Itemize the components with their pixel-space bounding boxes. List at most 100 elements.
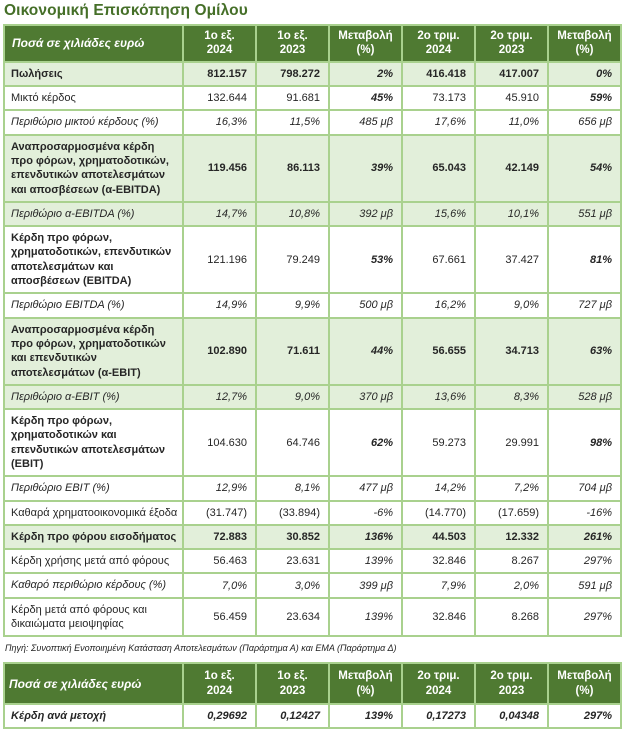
column-header-line2: 2023 — [279, 44, 306, 57]
cell-value: 11,5% — [255, 109, 330, 136]
cell-value: 392 μβ — [328, 200, 403, 228]
group-financials-table: Ποσά σε χιλιάδες ευρώ 1ο εξ. 2024 1ο εξ. 202… — [3, 24, 622, 638]
cell-value: 12,7% — [182, 383, 257, 411]
column-header: 2ο τριμ. 2024 — [401, 662, 476, 706]
cell-value: 91.681 — [255, 85, 330, 112]
cell-value: 0,12427 — [255, 703, 330, 730]
row-label: Κέρδη μετά από φόρους και δικαιώματα μει… — [3, 596, 184, 638]
column-header-line1: 2ο τριμ. — [417, 30, 460, 42]
table-row: Περιθώριο EBIT (%) 12,9% 8,1% 477 μβ 14,2% 7,… — [3, 475, 622, 502]
cell-value: 798.272 — [255, 60, 330, 88]
cell-value: 417.007 — [474, 60, 549, 88]
cell-value: 14,9% — [182, 292, 257, 319]
cell-value: 98% — [547, 408, 622, 478]
cell-value: 54% — [547, 133, 622, 203]
corner-label: Ποσά σε χιλιάδες ευρώ — [3, 662, 184, 706]
cell-value: 121.196 — [182, 225, 257, 295]
cell-value: 727 μβ — [547, 292, 622, 319]
column-header-line2: (%) — [575, 684, 594, 697]
cell-value: 59% — [547, 85, 622, 112]
eps-table-wrap: Ποσά σε χιλιάδες ευρώ 1ο εξ. 2024 1ο εξ. 202… — [3, 662, 622, 730]
column-header-line2: 2024 — [206, 684, 233, 697]
cell-value: 72.883 — [182, 523, 257, 551]
cell-value: 73.173 — [401, 85, 476, 112]
cell-value: 23.631 — [255, 548, 330, 575]
cell-value: 32.846 — [401, 548, 476, 575]
row-label: Αναπροσαρμοσμένα κέρδη προ φόρων, χρηματ… — [3, 316, 184, 386]
cell-value: 56.459 — [182, 596, 257, 638]
row-label: Καθαρά χρηματοοικονομικά έξοδα — [3, 499, 184, 526]
column-header-line2: (%) — [356, 684, 375, 697]
corner-label: Ποσά σε χιλιάδες ευρώ — [3, 24, 184, 63]
cell-value: 29.991 — [474, 408, 549, 478]
row-label: Κέρδη χρήσης μετά από φόρους — [3, 548, 184, 575]
column-header: 2ο τριμ. 2023 — [474, 24, 549, 63]
cell-value: 8,1% — [255, 475, 330, 502]
cell-value: 71.611 — [255, 316, 330, 386]
cell-value: 30.852 — [255, 523, 330, 551]
column-header: Μεταβολή (%) — [547, 24, 622, 63]
earnings-per-share-table: Ποσά σε χιλιάδες ευρώ 1ο εξ. 2024 1ο εξ. 202… — [3, 662, 622, 730]
cell-value: 104.630 — [182, 408, 257, 478]
cell-value: 14,2% — [401, 475, 476, 502]
column-header-line2: 2024 — [425, 684, 452, 697]
table-row: Περιθώριο α-EBIT (%) 12,7% 9,0% 370 μβ 13,6%… — [3, 383, 622, 411]
cell-value: 399 μβ — [328, 572, 403, 599]
column-header: Μεταβολή (%) — [328, 24, 403, 63]
cell-value: 86.113 — [255, 133, 330, 203]
table-row: Κέρδη προ φόρων, χρηματοδοτικών, επενδυτ… — [3, 225, 622, 295]
cell-value: 67.661 — [401, 225, 476, 295]
table-row: Κέρδη προ φόρου εισοδήματος 72.883 30.852 1… — [3, 523, 622, 551]
row-label: Περιθώριο α-EBIT (%) — [3, 383, 184, 411]
table-row: Περιθώριο α-EBITDA (%) 14,7% 10,8% 392 μβ 15… — [3, 200, 622, 228]
column-header: 1ο εξ. 2024 — [182, 662, 257, 706]
column-header-line1: Μεταβολή — [557, 670, 612, 683]
row-label: Περιθώριο α-EBITDA (%) — [3, 200, 184, 228]
cell-value: 23.634 — [255, 596, 330, 638]
cell-value: (33.894) — [255, 499, 330, 526]
column-header-line2: 2023 — [279, 684, 306, 697]
cell-value: 34.713 — [474, 316, 549, 386]
cell-value: 59.273 — [401, 408, 476, 478]
table-row: Καθαρό περιθώριο κέρδους (%) 7,0% 3,0% 399 … — [3, 572, 622, 599]
column-header-line1: 2ο τριμ. — [417, 670, 460, 683]
cell-value: 102.890 — [182, 316, 257, 386]
row-label: Πωλήσεις — [3, 60, 184, 88]
cell-value: 9,0% — [255, 383, 330, 411]
table-row: Κέρδη προ φόρων, χρηματοδοτικών και επεν… — [3, 408, 622, 478]
row-label: Καθαρό περιθώριο κέρδους (%) — [3, 572, 184, 599]
column-header-line2: (%) — [575, 44, 594, 57]
column-header-line2: 2023 — [498, 684, 525, 697]
row-label: Κέρδη ανά μετοχή — [3, 703, 184, 730]
column-header-line2: 2024 — [425, 44, 452, 57]
row-label: Αναπροσαρμοσμένα κέρδη προ φόρων, χρηματ… — [3, 133, 184, 203]
cell-value: 45.910 — [474, 85, 549, 112]
cell-value: 0,17273 — [401, 703, 476, 730]
cell-value: 10,8% — [255, 200, 330, 228]
row-label: Περιθώριο μικτού κέρδους (%) — [3, 109, 184, 136]
cell-value: (31.747) — [182, 499, 257, 526]
cell-value: (14.770) — [401, 499, 476, 526]
cell-value: 2,0% — [474, 572, 549, 599]
cell-value: 261% — [547, 523, 622, 551]
row-label: Κέρδη προ φόρων, χρηματοδοτικών και επεν… — [3, 408, 184, 478]
table-row: Περιθώριο μικτού κέρδους (%) 16,3% 11,5% 48… — [3, 109, 622, 136]
column-header: Μεταβολή (%) — [547, 662, 622, 706]
cell-value: 485 μβ — [328, 109, 403, 136]
column-header-line1: Μεταβολή — [338, 670, 393, 683]
row-label: Κέρδη προ φόρου εισοδήματος — [3, 523, 184, 551]
cell-value: -6% — [328, 499, 403, 526]
column-header-line1: 1ο εξ. — [277, 30, 308, 42]
row-label: Περιθώριο EBITDA (%) — [3, 292, 184, 319]
cell-value: 17,6% — [401, 109, 476, 136]
cell-value: 7,0% — [182, 572, 257, 599]
cell-value: 62% — [328, 408, 403, 478]
row-label: Μικτό κέρδος — [3, 85, 184, 112]
cell-value: 12.332 — [474, 523, 549, 551]
cell-value: 16,2% — [401, 292, 476, 319]
cell-value: 63% — [547, 316, 622, 386]
column-header-line1: Μεταβολή — [338, 30, 393, 42]
cell-value: 139% — [328, 596, 403, 638]
cell-value: 297% — [547, 703, 622, 730]
